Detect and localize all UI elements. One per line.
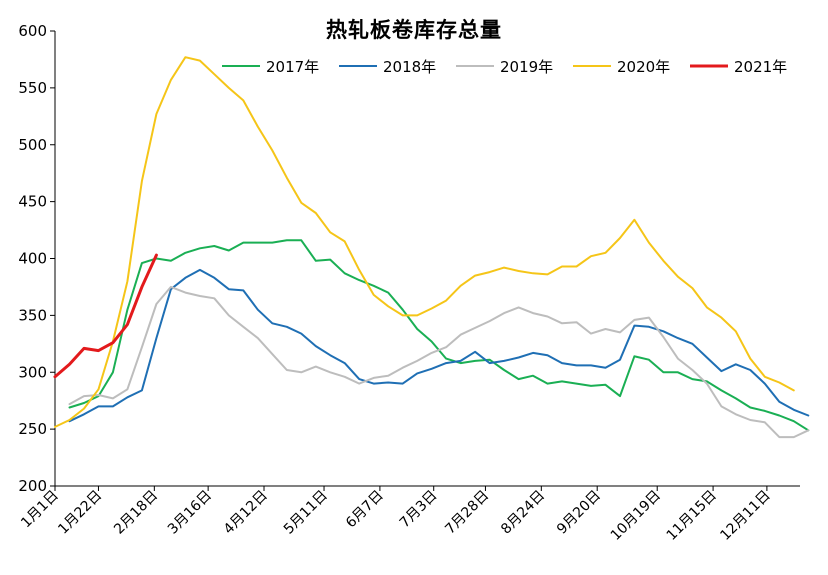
series-line-2018年 <box>68 268 810 423</box>
y-tick-label: 600 <box>18 22 47 40</box>
y-tick-label: 350 <box>18 306 47 324</box>
x-tick-label: 7月28日 <box>442 488 492 538</box>
series-line-2017年 <box>68 239 810 432</box>
x-tick-label: 5月11日 <box>281 488 331 538</box>
y-tick-label: 300 <box>18 363 47 381</box>
y-tick-label: 250 <box>18 420 47 438</box>
x-tick-label: 2月18日 <box>111 488 161 538</box>
x-tick-label: 11月15日 <box>664 488 720 544</box>
series-line-2021年 <box>53 253 158 379</box>
legend-label: 2020年 <box>617 58 670 76</box>
y-tick-label: 200 <box>18 477 47 495</box>
legend-label: 2017年 <box>266 58 319 76</box>
legend: 2017年 2018年 2019年 2020年 2021年 <box>222 58 787 76</box>
x-tick-label: 1月22日 <box>55 488 105 538</box>
series-line-2020年 <box>54 56 795 428</box>
x-tick-label: 7月3日 <box>397 488 441 532</box>
chart-title: 热轧板卷库存总量 <box>326 18 502 42</box>
y-tick-label: 500 <box>18 136 47 154</box>
y-tick-label: 400 <box>18 250 47 268</box>
y-tick-label: 450 <box>18 193 47 211</box>
x-tick-label: 3月16日 <box>165 488 215 538</box>
x-tick-label: 10月19日 <box>608 488 664 544</box>
legend-label: 2018年 <box>383 58 436 76</box>
x-tick-label: 4月12日 <box>221 488 271 538</box>
x-tick-label: 8月24日 <box>498 488 548 538</box>
legend-label: 2021年 <box>734 58 787 76</box>
series-line-2019年 <box>68 285 810 439</box>
y-tick-label: 550 <box>18 79 47 97</box>
series-layer <box>53 56 810 439</box>
x-tick-label: 12月11日 <box>717 488 773 544</box>
x-tick-label: 9月20日 <box>554 488 604 538</box>
x-tick-label: 6月7日 <box>343 488 387 532</box>
legend-label: 2019年 <box>500 58 553 76</box>
